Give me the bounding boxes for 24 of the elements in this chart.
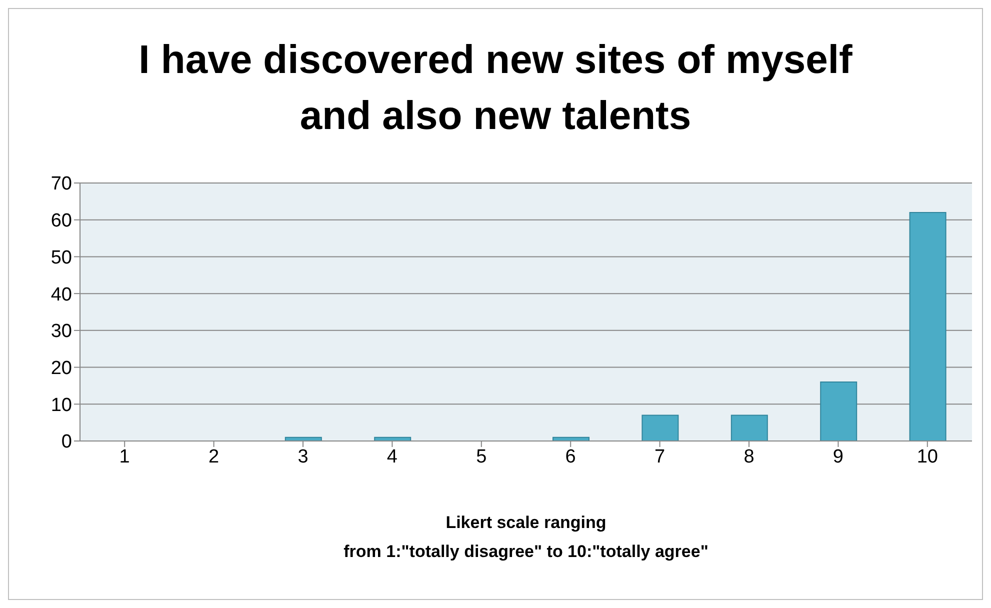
bar [642,414,679,441]
x-tick-label: 3 [298,446,308,468]
bar [909,212,946,441]
bar [730,414,768,441]
x-axis-title: Likert scale ranging from 1:"totally disagree" to 10:"totally agree" [342,512,710,563]
x-tick-label: 6 [565,446,576,468]
x-tick-label: 5 [476,446,487,468]
y-tick-label: 40 [50,284,72,306]
y-tick-label: 0 [61,432,72,453]
y-tick-label: 20 [50,358,72,380]
y-tick-label: 60 [50,210,72,232]
x-tick-label: 1 [119,446,130,468]
y-tick-label: 30 [50,321,72,342]
x-tick-label: 2 [208,446,220,468]
x-tick-label: 10 [916,446,938,468]
y-tick-label: 50 [50,247,72,268]
y-tick-label: 10 [50,394,72,416]
bar [820,382,858,441]
y-tick-label: 70 [50,174,72,195]
x-tick-label: 4 [386,446,398,468]
x-tick-label: 9 [832,446,844,468]
chart-title: I have discovered new sites of myself and also new talents [138,37,854,140]
x-tick-label: 7 [654,446,666,468]
x-tick-label: 8 [744,446,754,468]
